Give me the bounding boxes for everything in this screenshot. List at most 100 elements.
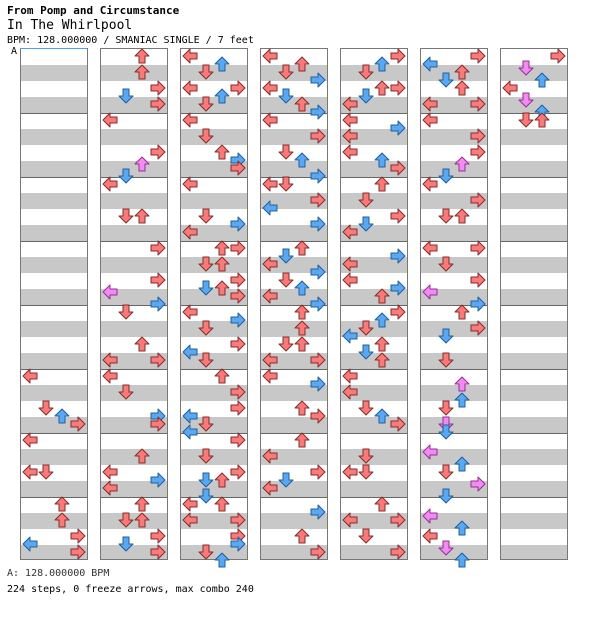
measure-line xyxy=(341,241,407,242)
beat-band xyxy=(181,193,247,209)
down-arrow-icon xyxy=(358,192,374,208)
right-arrow-icon xyxy=(310,464,326,480)
chart-column-3 xyxy=(180,48,248,560)
measure-line xyxy=(21,113,87,114)
down-arrow-icon xyxy=(38,400,54,416)
right-arrow-icon xyxy=(390,304,406,320)
beat-band xyxy=(261,513,327,529)
beat-band xyxy=(101,257,167,273)
chart-meta: BPM: 128.000000 / SMANIAC SINGLE / 7 fee… xyxy=(7,35,254,46)
beat-band xyxy=(21,289,87,305)
up-arrow-icon xyxy=(54,496,70,512)
down-arrow-icon xyxy=(118,304,134,320)
left-arrow-icon xyxy=(262,112,278,128)
right-arrow-icon xyxy=(390,544,406,560)
measure-line xyxy=(501,305,567,306)
down-arrow-icon xyxy=(118,384,134,400)
down-arrow-icon xyxy=(358,320,374,336)
beat-band xyxy=(181,97,247,113)
measure-line xyxy=(261,305,327,306)
right-arrow-icon xyxy=(230,216,246,232)
right-arrow-icon xyxy=(470,296,486,312)
beat-band xyxy=(101,225,167,241)
left-arrow-icon xyxy=(22,432,38,448)
up-arrow-icon xyxy=(374,408,390,424)
left-arrow-icon xyxy=(262,176,278,192)
measure-line xyxy=(101,305,167,306)
up-arrow-icon xyxy=(454,64,470,80)
right-arrow-icon xyxy=(470,240,486,256)
measure-line xyxy=(501,433,567,434)
beat-band xyxy=(101,321,167,337)
up-arrow-icon xyxy=(454,80,470,96)
up-arrow-icon xyxy=(374,352,390,368)
beat-band xyxy=(341,65,407,81)
beat-band xyxy=(181,65,247,81)
beat-band xyxy=(261,225,327,241)
right-arrow-icon xyxy=(390,512,406,528)
down-arrow-icon xyxy=(438,352,454,368)
up-arrow-icon xyxy=(214,56,230,72)
measure-line xyxy=(21,369,87,370)
right-arrow-icon xyxy=(70,416,86,432)
left-arrow-icon xyxy=(182,304,198,320)
beat-band xyxy=(421,225,487,241)
right-arrow-icon xyxy=(150,240,166,256)
down-arrow-icon xyxy=(118,512,134,528)
beat-band xyxy=(421,257,487,273)
left-arrow-icon xyxy=(182,48,198,64)
beat-band xyxy=(21,353,87,369)
down-arrow-icon xyxy=(198,128,214,144)
right-arrow-icon xyxy=(310,352,326,368)
beat-band xyxy=(181,481,247,497)
down-arrow-icon xyxy=(38,464,54,480)
left-arrow-icon xyxy=(262,288,278,304)
right-arrow-icon xyxy=(310,376,326,392)
up-arrow-icon xyxy=(454,552,470,568)
left-arrow-icon xyxy=(262,80,278,96)
left-arrow-icon xyxy=(262,256,278,272)
left-arrow-icon xyxy=(262,368,278,384)
chart-column-1 xyxy=(20,48,88,560)
up-arrow-icon xyxy=(374,312,390,328)
down-arrow-icon xyxy=(438,464,454,480)
up-arrow-icon xyxy=(214,496,230,512)
up-arrow-icon xyxy=(134,156,150,172)
beat-band xyxy=(181,257,247,273)
measure-line xyxy=(421,305,487,306)
up-arrow-icon xyxy=(214,144,230,160)
up-arrow-icon xyxy=(134,336,150,352)
right-arrow-icon xyxy=(470,192,486,208)
down-arrow-icon xyxy=(198,208,214,224)
down-arrow-icon xyxy=(278,88,294,104)
up-arrow-icon xyxy=(294,320,310,336)
down-arrow-icon xyxy=(518,92,534,108)
bpm-legend: A: 128.000000 BPM xyxy=(7,568,110,579)
up-arrow-icon xyxy=(374,176,390,192)
beat-band xyxy=(501,449,567,465)
up-arrow-icon xyxy=(454,156,470,172)
measure-line xyxy=(261,241,327,242)
beat-band xyxy=(181,449,247,465)
beat-band xyxy=(21,545,87,559)
up-arrow-icon xyxy=(374,336,390,352)
down-arrow-icon xyxy=(438,72,454,88)
right-arrow-icon xyxy=(310,104,326,120)
up-arrow-icon xyxy=(294,280,310,296)
down-arrow-icon xyxy=(278,248,294,264)
measure-line xyxy=(181,433,247,434)
down-arrow-icon xyxy=(198,416,214,432)
right-arrow-icon xyxy=(230,160,246,176)
up-arrow-icon xyxy=(214,472,230,488)
up-arrow-icon xyxy=(134,64,150,80)
beat-band xyxy=(501,385,567,401)
up-arrow-icon xyxy=(374,496,390,512)
right-arrow-icon xyxy=(230,240,246,256)
beat-band xyxy=(21,129,87,145)
beat-band xyxy=(501,193,567,209)
left-arrow-icon xyxy=(422,176,438,192)
beat-band xyxy=(181,321,247,337)
up-arrow-icon xyxy=(374,152,390,168)
down-arrow-icon xyxy=(198,352,214,368)
beat-band xyxy=(501,225,567,241)
